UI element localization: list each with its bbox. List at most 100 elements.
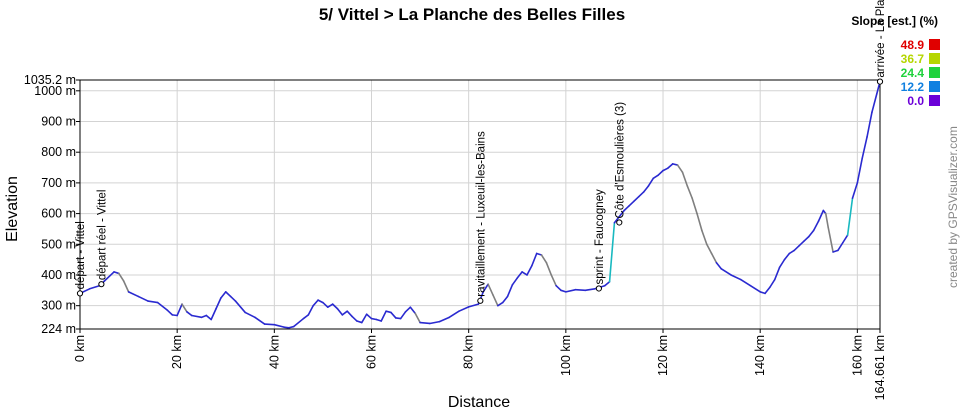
- profile-segment: [312, 299, 319, 307]
- profile-segment: [715, 261, 723, 270]
- waypoint-marker: [876, 78, 884, 85]
- waypoint-marker: [616, 219, 623, 226]
- waypoint-label: arrivée - La Planche des Belles Filles: [875, 0, 887, 78]
- profile-segment: [176, 303, 183, 317]
- profile-segment: [414, 312, 421, 324]
- profile-segment: [759, 291, 766, 295]
- x-tick-label: 0 km: [73, 335, 87, 362]
- x-tick-label: 60 km: [365, 335, 379, 369]
- profile-segment: [691, 197, 698, 215]
- profile-segment: [365, 313, 373, 320]
- slope-legend: Slope [est.] (%) 48.936.724.412.20.0: [851, 14, 940, 108]
- profile-segment: [263, 323, 276, 326]
- profile-segment: [824, 212, 830, 229]
- profile-segment: [482, 283, 489, 293]
- profile-segment: [292, 317, 305, 328]
- profile-segment: [783, 252, 791, 261]
- profile-segment: [535, 252, 543, 256]
- y-tick-label: 224 m: [41, 322, 76, 336]
- profile-segment: [487, 283, 494, 296]
- profile-segment: [832, 249, 839, 253]
- profile-segment: [254, 316, 266, 325]
- profile-segment: [234, 300, 246, 314]
- profile-segment: [827, 226, 834, 253]
- profile-segment: [871, 93, 878, 114]
- profile-segment: [511, 277, 519, 286]
- profile-segment: [866, 111, 873, 138]
- profile-segment: [370, 317, 378, 321]
- profile-segment: [555, 284, 562, 292]
- profile-segment: [812, 220, 820, 232]
- profile-segment: [448, 310, 460, 319]
- profile-segment: [565, 288, 577, 293]
- waypoint-marker: [595, 285, 602, 292]
- profile-segment: [380, 310, 387, 322]
- profile-segment: [681, 171, 689, 187]
- x-tick-label: 40 km: [267, 335, 281, 369]
- profile-segment: [730, 274, 742, 281]
- x-axis-title: Distance: [448, 394, 510, 410]
- x-tick-label: 164.661 km: [873, 335, 887, 400]
- waypoint-label: Côte d'Esmoulières (3): [614, 102, 626, 219]
- profile-segment: [322, 301, 329, 309]
- plot-frame: [79, 79, 881, 330]
- profile-segment: [283, 326, 290, 329]
- profile-segment: [307, 304, 315, 316]
- legend-value: 48.9: [901, 38, 925, 52]
- profile-segment: [341, 310, 349, 316]
- profile-segment: [147, 300, 159, 304]
- profile-segment: [584, 287, 596, 292]
- profile-segment: [608, 221, 616, 283]
- profile-segment: [521, 271, 528, 276]
- profile-segment: [657, 169, 664, 177]
- profile-segment: [331, 303, 339, 310]
- profile-segment: [749, 284, 761, 293]
- profile-segment: [492, 294, 499, 307]
- profile-segment: [336, 307, 344, 316]
- profile-segment: [356, 320, 363, 324]
- y-tick-label: 900 m: [41, 115, 76, 129]
- y-tick-label: 1000 m: [34, 84, 76, 98]
- profile-segment: [385, 310, 392, 314]
- profile-segment: [220, 291, 227, 299]
- profile-segment: [113, 271, 120, 275]
- x-tick-label: 100 km: [559, 335, 573, 376]
- profile-segment: [618, 209, 625, 218]
- waypoint-label: départ - Vittel: [75, 221, 87, 289]
- profile-segment: [346, 310, 353, 318]
- profile-segment: [317, 299, 324, 304]
- y-axis-title: Elevation: [4, 176, 21, 242]
- profile-segment: [501, 295, 509, 304]
- profile-segment: [623, 205, 630, 212]
- profile-segment: [550, 274, 557, 287]
- profile-segment: [803, 235, 810, 243]
- profile-segment: [438, 316, 451, 323]
- profile-segment: [288, 325, 295, 329]
- legend-value: 36.7: [901, 52, 925, 66]
- legend-swatch: [929, 95, 940, 106]
- profile-segment: [788, 249, 795, 255]
- profile-segment: [467, 303, 480, 308]
- profile-segment: [399, 311, 407, 320]
- y-tick-label: 600 m: [41, 207, 76, 221]
- profile-segment: [181, 303, 188, 313]
- profile-segment: [526, 264, 533, 276]
- profile-segment: [676, 164, 684, 173]
- profile-segment: [137, 295, 149, 302]
- profile-segment: [637, 191, 645, 198]
- profile-segment: [540, 254, 548, 264]
- profile-segment: [88, 284, 101, 290]
- x-tick-label: 120 km: [656, 335, 670, 376]
- profile-segment: [662, 167, 669, 172]
- y-tick-label: 300 m: [41, 299, 76, 313]
- profile-segment: [705, 243, 713, 255]
- legend-swatch: [929, 39, 940, 50]
- profile-segment: [710, 252, 718, 264]
- y-tick-label: 400 m: [41, 268, 76, 282]
- profile-segment: [429, 320, 441, 325]
- profile-segment: [817, 209, 825, 223]
- profile-segment: [807, 229, 815, 238]
- profile-segment: [326, 303, 334, 309]
- profile-segment: [642, 185, 650, 193]
- profile-segment: [205, 314, 212, 321]
